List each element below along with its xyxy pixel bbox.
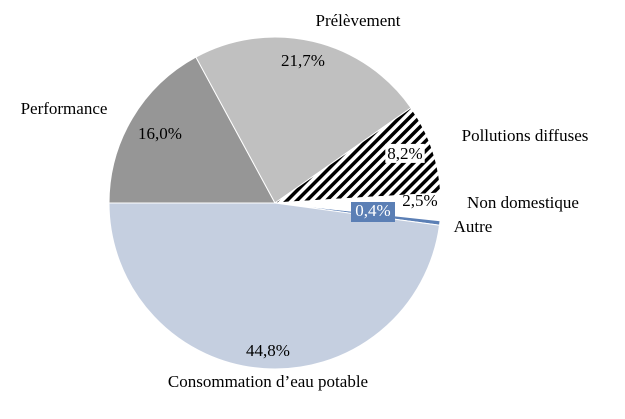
value-label: 8,2% xyxy=(387,144,422,163)
value-label: 16,0% xyxy=(138,124,182,143)
slice-name: Consommation d’eau potable xyxy=(168,372,368,391)
pie-slice xyxy=(108,202,441,370)
value-label: 21,7% xyxy=(281,51,325,70)
slice-name: Pollutions diffuses xyxy=(462,126,589,145)
value-label: 2,5% xyxy=(402,191,437,210)
value-label-box xyxy=(351,202,395,222)
slice-name: Non domestique xyxy=(467,193,579,212)
pie-slice xyxy=(108,56,276,204)
pie-slice xyxy=(273,107,442,204)
pie-slice xyxy=(195,36,412,204)
value-label: 0,4% xyxy=(355,201,390,220)
value-label: 44,8% xyxy=(246,341,290,360)
slice-name: Performance xyxy=(21,99,108,118)
slice-name: Prélèvement xyxy=(316,11,401,30)
slice-name: Autre xyxy=(454,217,493,236)
value-label-box xyxy=(385,143,425,163)
